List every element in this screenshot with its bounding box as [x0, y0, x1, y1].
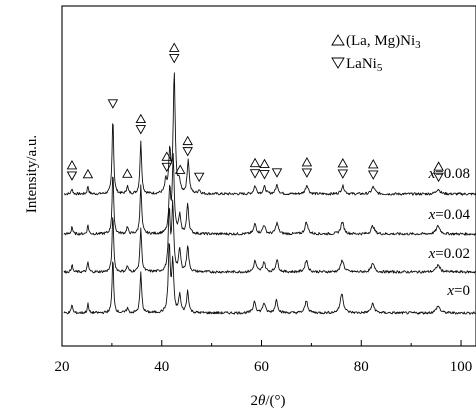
x-axis-ticks: 20 40 60 80 100: [55, 340, 473, 375]
la-mg-ni3-marker-icon: [82, 168, 94, 179]
la-mg-ni3-marker-icon: [66, 159, 78, 170]
series-labels: x=0.08x=0.04x=0.02x=0: [428, 166, 471, 299]
series-trace: [63, 153, 476, 236]
series-label: x=0.04: [428, 207, 471, 223]
lani5-marker-icon: [182, 147, 193, 157]
la-mg-ni3-marker-icon: [249, 157, 261, 168]
plot-frame: [61, 5, 476, 347]
la-mg-ni3-marker-icon: [174, 164, 186, 174]
lani5-marker-icon: [193, 172, 205, 183]
x-tick-label: 40: [154, 359, 169, 375]
x-axis-label: 2θ/(°): [250, 393, 285, 409]
la-mg-ni3-marker-icon: [301, 156, 313, 167]
x-tick-label: 60: [254, 359, 269, 375]
series-label-variable: x: [446, 283, 454, 299]
series-trace: [63, 72, 476, 196]
legend-lani-text: LaNi: [346, 56, 377, 72]
x-tick-label: 20: [55, 359, 70, 375]
lani5-marker-icon: [259, 170, 270, 180]
la-mg-ni3-marker-icon: [259, 158, 270, 169]
lani5-marker-icon: [433, 172, 444, 183]
legend-entry-lani5: LaNi5: [346, 56, 383, 74]
x-axis-label-part1: 2: [250, 393, 258, 409]
lani5-marker-icon: [66, 171, 78, 181]
legend: (La, Mg)Ni3 LaNi5: [331, 33, 421, 74]
legend-la-mg-ni-subscript: 3: [415, 39, 421, 51]
legend-triangle-up-icon: [331, 34, 345, 46]
series-label: x=0: [446, 283, 470, 299]
la-mg-ni3-marker-icon: [135, 113, 147, 124]
la-mg-ni3-marker-icon: [161, 151, 173, 161]
la-mg-ni3-marker-icon: [367, 159, 379, 169]
x-tick-label: 100: [450, 359, 473, 375]
series-label-value: =0: [454, 283, 470, 299]
x-axis-label-theta: θ: [258, 393, 266, 409]
legend-triangle-down-icon: [331, 57, 345, 69]
legend-entry-la-mg-ni3: (La, Mg)Ni3: [346, 33, 421, 51]
la-mg-ni3-marker-icon: [337, 158, 349, 168]
series-label: x=0.02: [428, 246, 470, 262]
series-label: x=0.08: [428, 166, 470, 182]
lani5-marker-icon: [337, 169, 349, 179]
series-trace: [63, 243, 476, 315]
legend-la-mg-ni-text: (La, Mg)Ni: [346, 33, 415, 49]
la-mg-ni3-marker-icon: [182, 135, 193, 146]
la-mg-ni3-marker-icon: [433, 161, 444, 171]
lani5-marker-icon: [135, 125, 147, 135]
lani5-marker-icon: [107, 99, 119, 109]
series-label-value: =0.08: [435, 166, 470, 182]
lani5-marker-icon: [168, 54, 180, 64]
x-tick-label: 80: [354, 359, 369, 375]
lani5-marker-icon: [367, 170, 379, 180]
phase-markers: [66, 42, 444, 183]
la-mg-ni3-marker-icon: [122, 168, 133, 178]
series-label-value: =0.02: [435, 246, 470, 262]
series-label-variable: x: [428, 166, 436, 182]
series-trace: [63, 199, 476, 274]
lani5-marker-icon: [161, 162, 173, 173]
la-mg-ni3-marker-icon: [168, 42, 180, 52]
x-axis-label-unit: /(°): [265, 393, 285, 409]
series-label-variable: x: [428, 207, 436, 223]
series-traces: [63, 72, 476, 315]
lani5-marker-icon: [271, 168, 283, 178]
legend-lani-subscript: 5: [377, 62, 383, 74]
series-label-variable: x: [428, 246, 436, 262]
y-axis-label: Intensity/a.u.: [24, 135, 40, 213]
series-label-value: =0.04: [435, 207, 470, 223]
lani5-marker-icon: [249, 169, 261, 179]
lani5-marker-icon: [301, 168, 313, 178]
